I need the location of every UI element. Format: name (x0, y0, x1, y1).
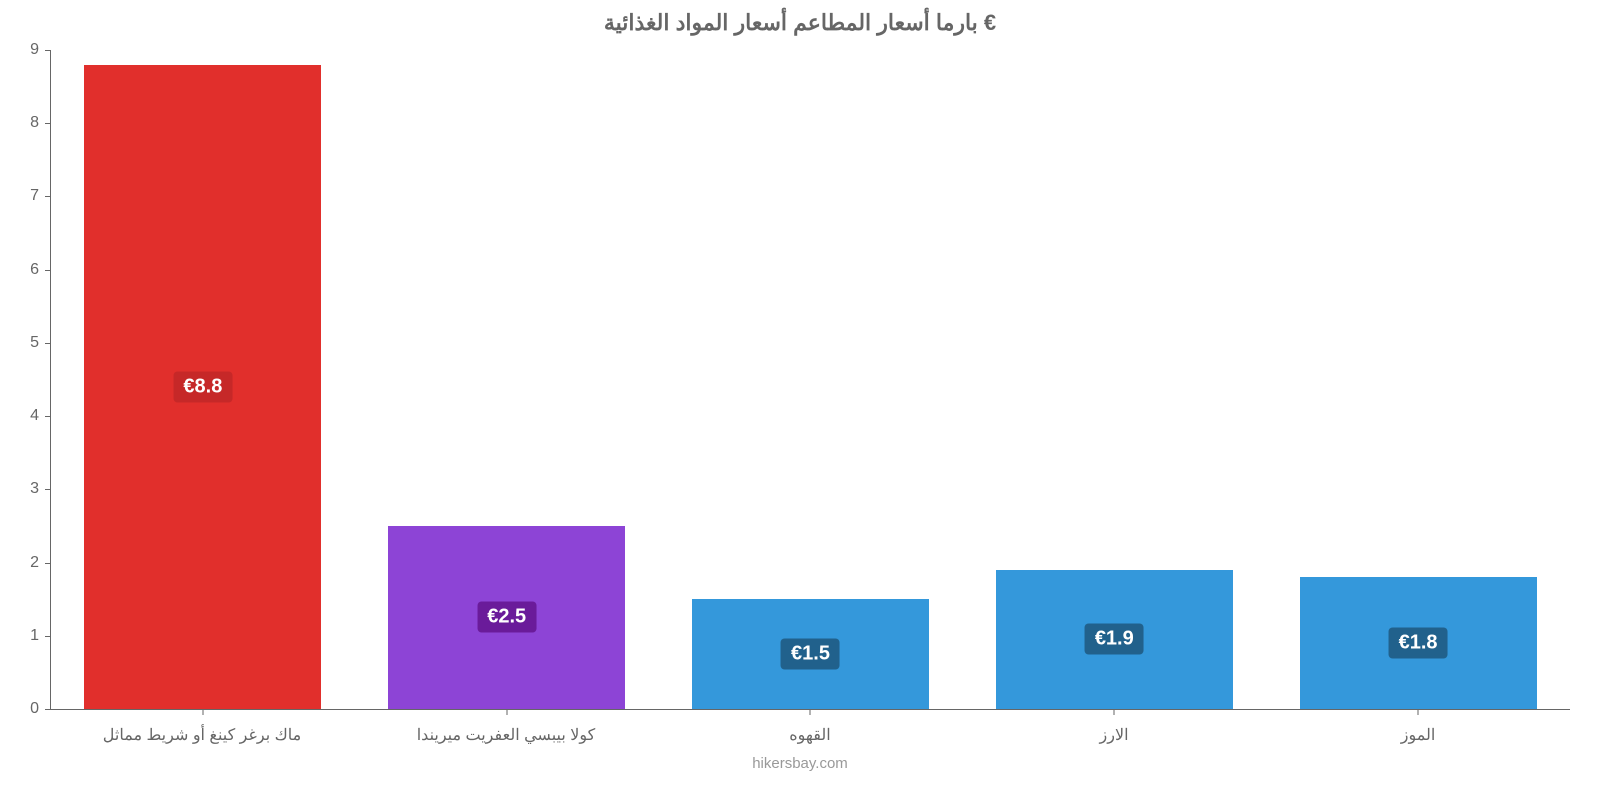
bar-value-label: €2.5 (477, 602, 536, 633)
y-tick (45, 709, 51, 710)
y-tick-label: 1 (30, 627, 39, 645)
bar-slot: €1.9 (962, 50, 1266, 709)
bar: €8.8 (84, 65, 321, 709)
y-tick (45, 196, 51, 197)
bar-value-label: €1.8 (1389, 628, 1448, 659)
y-tick (45, 636, 51, 637)
x-tick (1114, 709, 1115, 715)
y-tick-label: 2 (30, 554, 39, 572)
x-tick (506, 709, 507, 715)
bar: €1.8 (1300, 577, 1537, 709)
y-tick-label: 0 (30, 700, 39, 718)
y-tick (45, 416, 51, 417)
bars-group: €8.8 €2.5 €1.5 €1.9 €1.8 (51, 50, 1570, 709)
bar-value-label: €1.9 (1085, 624, 1144, 655)
y-tick (45, 50, 51, 51)
price-bar-chart: بارما أسعار المطاعم أسعار المواد الغذائي… (0, 0, 1600, 800)
y-tick (45, 489, 51, 490)
y-tick (45, 123, 51, 124)
x-labels-row: ماك برغر كينغ أو شريط مماثلكولا بيبسي ال… (50, 725, 1570, 745)
x-tick-label: الارز (962, 725, 1266, 745)
x-tick-label: كولا بيبسي العفريت ميريندا (354, 725, 658, 745)
bar-value-label: €8.8 (173, 371, 232, 402)
bar-slot: €2.5 (355, 50, 659, 709)
x-tick-label: القهوه (658, 725, 962, 745)
x-tick (202, 709, 203, 715)
bar-slot: €1.5 (659, 50, 963, 709)
x-tick (810, 709, 811, 715)
y-tick (45, 343, 51, 344)
y-tick-label: 6 (30, 261, 39, 279)
bar: €2.5 (388, 526, 625, 709)
x-tick-label: ماك برغر كينغ أو شريط مماثل (50, 725, 354, 745)
x-tick-label: الموز (1266, 725, 1570, 745)
bar: €1.9 (996, 570, 1233, 709)
y-tick-label: 8 (30, 114, 39, 132)
y-tick-label: 7 (30, 187, 39, 205)
bar-slot: €1.8 (1266, 50, 1570, 709)
y-tick (45, 270, 51, 271)
y-tick-label: 4 (30, 407, 39, 425)
y-tick-label: 3 (30, 480, 39, 498)
y-tick (45, 563, 51, 564)
bar-slot: €8.8 (51, 50, 355, 709)
bar: €1.5 (692, 599, 929, 709)
bar-value-label: €1.5 (781, 639, 840, 670)
y-tick-label: 9 (30, 41, 39, 59)
x-tick (1418, 709, 1419, 715)
y-tick-label: 5 (30, 334, 39, 352)
watermark: hikersbay.com (0, 755, 1600, 772)
chart-title: بارما أسعار المطاعم أسعار المواد الغذائي… (0, 10, 1600, 36)
plot-area: €8.8€2.5€1.5€1.9€1.8 0123456789 (50, 50, 1570, 710)
